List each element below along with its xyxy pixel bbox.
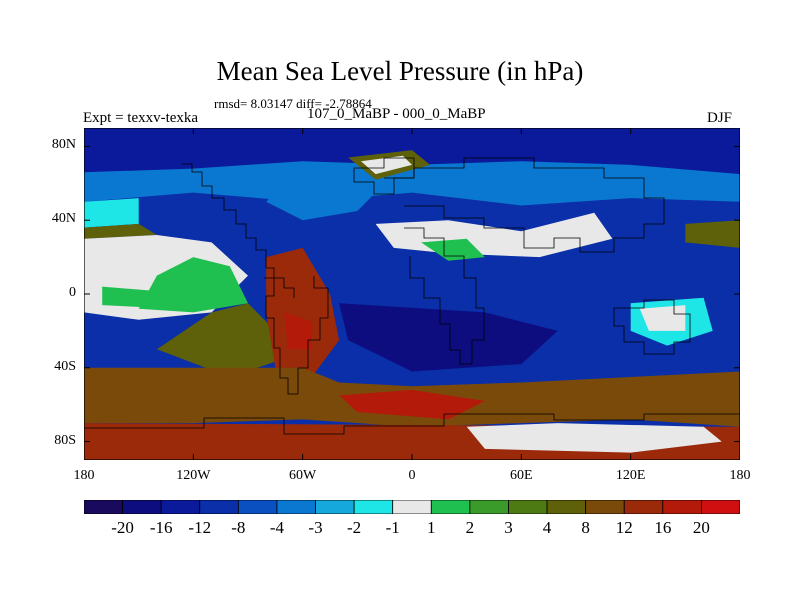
lat-tick-label: 80N [51, 137, 76, 153]
colorbar [84, 500, 740, 514]
contour-regions [84, 128, 740, 460]
colorbar-box [392, 500, 432, 514]
colorbar-label: 8 [581, 518, 590, 537]
lon-tick-label: 180 [73, 468, 95, 483]
contour-region [84, 161, 740, 206]
contour-region [284, 312, 312, 350]
season-label: DJF [707, 110, 733, 126]
lat-tick-label: 40S [54, 358, 76, 374]
australia-coast [613, 299, 691, 355]
colorbar-label: -16 [149, 518, 173, 537]
colorbar-label: -1 [385, 518, 400, 537]
contour-region [84, 198, 139, 228]
south-america-coast [264, 276, 329, 395]
colorbar-label: 12 [615, 518, 633, 537]
contour-region [102, 286, 194, 309]
contour-region [361, 155, 412, 175]
contour-region [685, 220, 740, 248]
colorbar-box [353, 500, 394, 514]
lat-tick-label: 0 [69, 285, 76, 300]
colorbar-box [623, 500, 664, 514]
colorbar-box [662, 500, 702, 514]
colorbar-box [276, 500, 316, 514]
colorbar-box [315, 500, 355, 514]
pressure-map [84, 128, 740, 460]
colorbar-label: 4 [542, 518, 552, 537]
colorbar-box [160, 500, 201, 514]
antarctica-coast [84, 413, 740, 435]
map-ticks [84, 128, 740, 460]
colorbar-box [546, 500, 587, 514]
africa-coast [404, 227, 485, 365]
lon-tick-label: 120W [176, 468, 211, 483]
colorbar-label: -8 [231, 518, 246, 537]
colorbar-label: 16 [654, 518, 672, 537]
colorbar-label: -2 [347, 518, 362, 537]
colorbar-box [122, 500, 162, 514]
colorbar-label: -12 [188, 518, 212, 537]
contour-region [84, 223, 157, 239]
experiment-label: Expt = texxv-texka [83, 110, 199, 126]
colorbar-box [508, 500, 548, 514]
eurasia-coast [384, 157, 665, 253]
colorbar-box [84, 500, 123, 514]
contour-region [421, 238, 485, 261]
lon-tick-label: 60W [289, 468, 317, 483]
coastlines [84, 157, 740, 435]
colorbar-box [237, 500, 278, 514]
contour-region [156, 303, 285, 377]
contour-region [466, 423, 722, 453]
colorbar-box [469, 500, 509, 514]
contour-region [266, 247, 340, 377]
map-title: Mean Sea Level Pressure (in hPa) [216, 56, 584, 86]
lon-tick-label: 0 [408, 468, 416, 483]
period-label: 107_0_MaBP - 000_0_MaBP [307, 106, 486, 122]
colorbar-box [199, 500, 239, 514]
lon-tick-label: 180 [729, 468, 751, 483]
greenland-coast [353, 157, 415, 195]
colorbar-label: 2 [465, 518, 475, 537]
contour-region [339, 389, 485, 420]
contour-region [266, 164, 376, 221]
lat-tick-label: 40N [51, 211, 76, 227]
colorbar-box [585, 500, 625, 514]
lat-tick-label: 80S [54, 432, 76, 448]
colorbar-label: 20 [692, 518, 710, 537]
colorbar-label: 3 [504, 518, 513, 537]
lon-tick-label: 60E [510, 468, 533, 483]
colorbar-label: 1 [427, 518, 436, 537]
colorbar-label: -20 [111, 518, 134, 537]
lon-tick-label: 120E [615, 468, 646, 483]
contour-region [339, 303, 558, 372]
colorbar-box [430, 500, 471, 514]
rmsd-diff-stats: rmsd= 8.03147 diff= -2.78864 [214, 96, 372, 111]
colorbar-label: -3 [308, 518, 323, 537]
colorbar-boxes [84, 500, 740, 514]
north-america-coast [182, 163, 295, 298]
colorbar-label: -4 [269, 518, 285, 537]
colorbar-box [701, 500, 740, 514]
